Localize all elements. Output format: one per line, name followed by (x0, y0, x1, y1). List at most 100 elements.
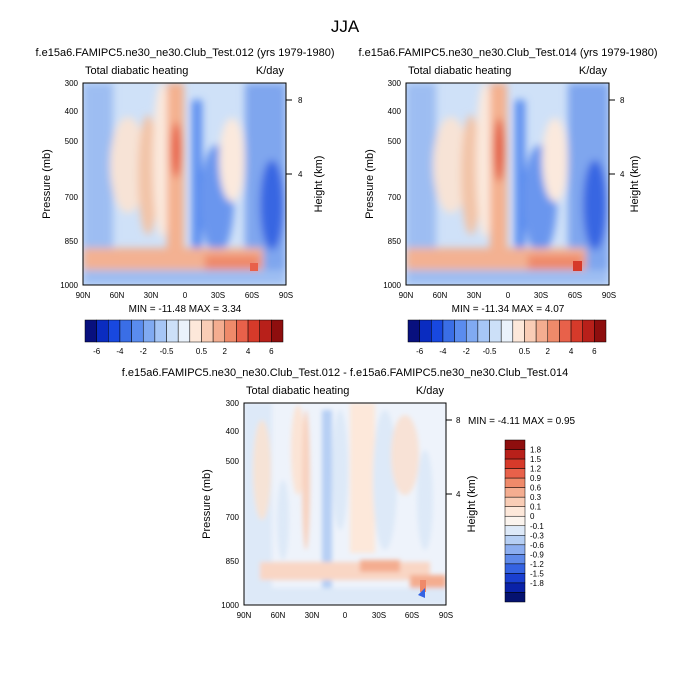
panel-1-left-label: Total diabatic heating (85, 65, 188, 77)
panel-3-ylabel-right: Height (km) (466, 476, 478, 533)
colorbar-swatch (504, 563, 526, 574)
colorbar-label: -0.5 (160, 347, 174, 356)
colorbar-label: 0.9 (530, 474, 542, 483)
colorbar-swatch (431, 319, 444, 343)
colorbar-swatch (442, 319, 455, 343)
colorbar-label: 0 (530, 512, 535, 521)
panel-3-stats: MIN = -4.11 MAX = 0.95 (468, 416, 576, 427)
colorbar-swatch (154, 319, 167, 343)
colorbar-top-right: -6 -4 -2 -0.5 0.5 2 4 6 (407, 319, 607, 356)
panel-2-left-label: Total diabatic heating (408, 65, 511, 77)
x-tick-label: 0 (183, 291, 188, 300)
height-tick-label: 8 (298, 96, 303, 105)
x-tick-label: 60S (405, 611, 419, 620)
y-tick-label: 850 (65, 237, 79, 246)
panel-1-ylabel: Pressure (mb) (41, 149, 53, 219)
colorbar-swatch (454, 319, 467, 343)
y-tick-label: 700 (388, 193, 402, 202)
colorbar-label: -0.6 (530, 541, 544, 550)
colorbar-swatch (84, 319, 97, 343)
x-tick-label: 60S (245, 291, 259, 300)
colorbar-swatch (504, 544, 526, 555)
colorbar-label: 0.1 (530, 503, 542, 512)
panel-3-x-axis: 90N 60N 30N 0 30S 60S 90S (237, 611, 453, 620)
colorbar-swatch (201, 319, 214, 343)
panel-1-units: K/day (256, 65, 285, 77)
colorbar-swatch (524, 319, 537, 343)
panel-2-field (406, 83, 609, 285)
colorbar-label: 1.5 (530, 455, 542, 464)
y-tick-label: 1000 (60, 281, 78, 290)
colorbar-label: 2 (546, 347, 551, 356)
panel-3: f.e15a6.FAMIPC5.ne30_ne30.Club_Test.012 … (122, 367, 576, 620)
colorbar-diff: 1.81.51.20.90.60.30.10-0.1-0.3-0.6-0.9-1… (504, 439, 544, 603)
x-tick-label: 60N (433, 291, 448, 300)
colorbar-swatch (504, 535, 526, 546)
y-tick-label: 1000 (383, 281, 401, 290)
colorbar-label: 2 (223, 347, 228, 356)
panel-3-ylabel: Pressure (mb) (201, 469, 213, 539)
colorbar-swatch (407, 319, 420, 343)
colorbar-swatch (559, 319, 572, 343)
x-tick-label: 30S (534, 291, 548, 300)
panel-1-y-axis: 300 400 500 700 850 1000 Pressure (mb) (41, 79, 79, 290)
colorbar-label: 0.6 (530, 484, 542, 493)
panel-2-height-axis: 8 4 Height (km) (609, 96, 641, 212)
panel-2: f.e15a6.FAMIPC5.ne30_ne30.Club_Test.014 … (358, 47, 657, 315)
y-tick-label: 500 (226, 457, 240, 466)
colorbar-swatch (419, 319, 432, 343)
y-tick-label: 1000 (221, 601, 239, 610)
colorbar-swatch (259, 319, 272, 343)
y-tick-label: 850 (388, 237, 402, 246)
panel-1-height-axis: 8 4 Height (km) (286, 96, 325, 212)
x-tick-label: 0 (506, 291, 511, 300)
y-tick-label: 300 (226, 399, 240, 408)
panel-3-units: K/day (416, 385, 445, 397)
y-tick-label: 700 (226, 513, 240, 522)
x-tick-label: 90N (76, 291, 91, 300)
colorbar-label: -2 (463, 347, 471, 356)
y-tick-label: 500 (65, 137, 79, 146)
colorbar-swatch (131, 319, 144, 343)
x-tick-label: 30N (144, 291, 159, 300)
colorbar-swatch (247, 319, 260, 343)
panel-1-x-axis: 90N 60N 30N 0 30S 60S 90S MIN = -11.48 M… (76, 291, 293, 315)
x-tick-label: 30N (305, 611, 320, 620)
x-tick-label: 90S (279, 291, 293, 300)
colorbar-swatch (504, 477, 526, 488)
colorbar-swatch (504, 496, 526, 507)
colorbar-label: 4 (569, 347, 574, 356)
colorbar-label: -0.9 (530, 550, 544, 559)
x-tick-label: 90N (237, 611, 252, 620)
panel-2-stats: MIN = -11.34 MAX = 4.07 (452, 304, 565, 315)
x-tick-label: 60S (568, 291, 582, 300)
colorbar-swatch (504, 554, 526, 565)
panel-1-stats: MIN = -11.48 MAX = 3.34 (129, 304, 242, 315)
y-tick-label: 400 (65, 107, 79, 116)
colorbar-swatch (594, 319, 607, 343)
colorbar-swatch (504, 449, 526, 460)
colorbar-swatch (504, 515, 526, 527)
colorbar-swatch (108, 319, 121, 343)
colorbar-swatch (119, 319, 132, 343)
colorbar-swatch (582, 319, 595, 343)
x-tick-label: 90S (602, 291, 616, 300)
y-tick-label: 700 (65, 193, 79, 202)
figure-title: JJA (331, 17, 360, 36)
y-tick-label: 400 (388, 107, 402, 116)
colorbar-swatch (500, 319, 514, 343)
y-tick-label: 500 (388, 137, 402, 146)
panel-3-field (244, 403, 446, 605)
colorbar-swatch (504, 592, 526, 603)
colorbar-swatch (236, 319, 249, 343)
height-tick-label: 4 (298, 170, 303, 179)
colorbar-label: -1.2 (530, 560, 544, 569)
colorbar-label: -2 (140, 347, 148, 356)
colorbar-swatch (504, 458, 526, 469)
x-tick-label: 90N (399, 291, 414, 300)
colorbar-swatch (504, 525, 526, 536)
panel-2-units: K/day (579, 65, 608, 77)
colorbar-label: 1.8 (530, 446, 542, 455)
colorbar-swatch (224, 319, 237, 343)
